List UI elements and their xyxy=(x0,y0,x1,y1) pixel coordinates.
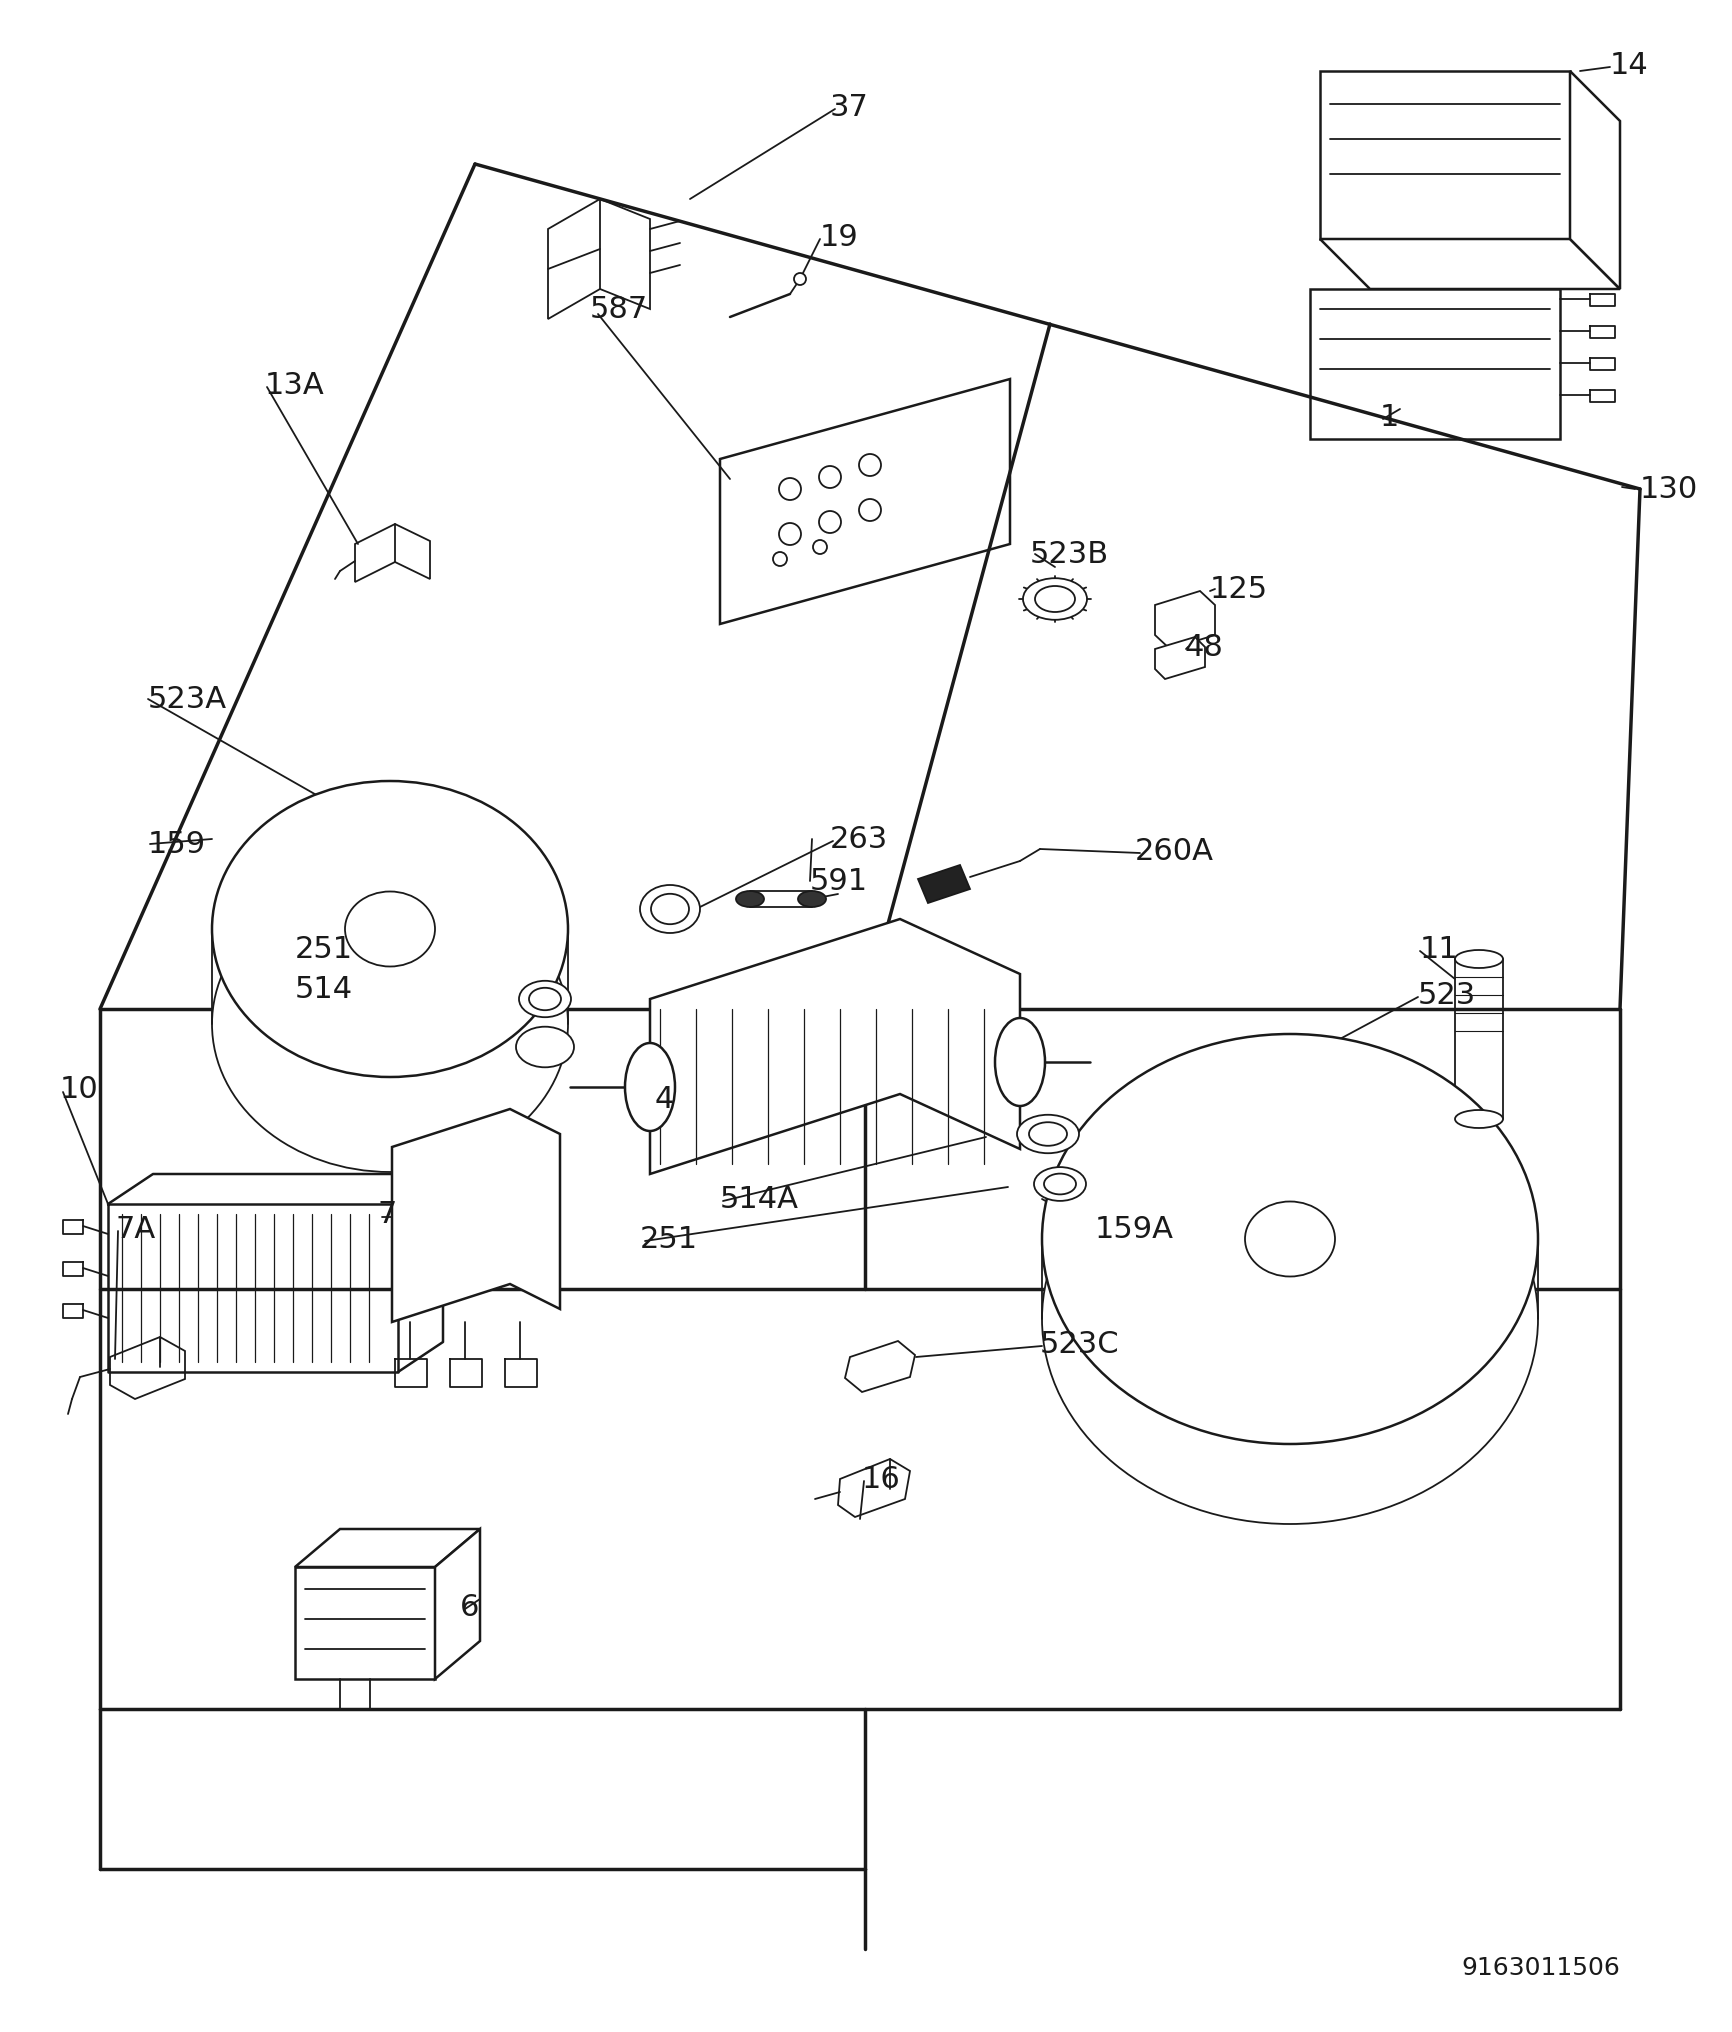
Polygon shape xyxy=(435,1530,480,1678)
Polygon shape xyxy=(918,866,970,904)
Ellipse shape xyxy=(797,892,826,908)
Polygon shape xyxy=(294,1567,435,1678)
Text: 11: 11 xyxy=(1419,935,1458,963)
Ellipse shape xyxy=(1455,951,1502,969)
Polygon shape xyxy=(845,1341,914,1392)
Text: 4: 4 xyxy=(655,1085,674,1114)
Text: 523: 523 xyxy=(1417,981,1476,1010)
Text: 523C: 523C xyxy=(1039,1329,1119,1359)
Ellipse shape xyxy=(528,988,561,1010)
Ellipse shape xyxy=(1244,1201,1334,1276)
Text: 263: 263 xyxy=(830,825,889,853)
Circle shape xyxy=(772,553,786,567)
Ellipse shape xyxy=(1017,1116,1079,1154)
Text: 159A: 159A xyxy=(1095,1215,1173,1244)
Ellipse shape xyxy=(516,1028,573,1067)
Ellipse shape xyxy=(518,981,570,1018)
Ellipse shape xyxy=(639,886,700,933)
Text: 7: 7 xyxy=(378,1201,397,1229)
Text: 587: 587 xyxy=(589,295,648,325)
Text: 16: 16 xyxy=(861,1465,901,1494)
Text: 7A: 7A xyxy=(116,1215,156,1244)
Text: 514: 514 xyxy=(294,975,353,1004)
Ellipse shape xyxy=(1043,1174,1076,1195)
Ellipse shape xyxy=(1034,1168,1086,1201)
Ellipse shape xyxy=(994,1018,1044,1107)
Text: 19: 19 xyxy=(819,224,859,252)
Polygon shape xyxy=(1320,240,1619,291)
Polygon shape xyxy=(719,380,1010,624)
Ellipse shape xyxy=(1162,1091,1218,1128)
Circle shape xyxy=(859,500,880,522)
Text: 37: 37 xyxy=(830,93,868,122)
Circle shape xyxy=(819,467,840,490)
Text: 514A: 514A xyxy=(719,1185,798,1213)
Polygon shape xyxy=(391,1109,559,1323)
Text: 523B: 523B xyxy=(1029,541,1108,569)
Text: 13A: 13A xyxy=(265,370,324,400)
Text: 1: 1 xyxy=(1379,402,1398,433)
Polygon shape xyxy=(1154,591,1214,650)
Ellipse shape xyxy=(1029,1122,1067,1146)
Text: 591: 591 xyxy=(809,868,868,896)
Ellipse shape xyxy=(211,876,568,1172)
Text: 159: 159 xyxy=(147,831,206,860)
Polygon shape xyxy=(1309,291,1559,439)
Circle shape xyxy=(819,512,840,534)
Text: 48: 48 xyxy=(1185,634,1223,662)
Ellipse shape xyxy=(1173,1097,1207,1122)
Ellipse shape xyxy=(1022,579,1086,620)
Circle shape xyxy=(859,455,880,478)
Circle shape xyxy=(779,480,800,500)
Polygon shape xyxy=(1154,638,1204,679)
Polygon shape xyxy=(1569,71,1619,291)
Circle shape xyxy=(779,524,800,547)
Ellipse shape xyxy=(1041,1034,1536,1445)
Circle shape xyxy=(793,274,805,287)
Polygon shape xyxy=(547,199,650,319)
Ellipse shape xyxy=(1455,1109,1502,1128)
Text: 6: 6 xyxy=(459,1593,480,1622)
Ellipse shape xyxy=(345,892,435,967)
Polygon shape xyxy=(838,1459,909,1518)
Ellipse shape xyxy=(625,1044,674,1132)
Text: 130: 130 xyxy=(1638,475,1697,504)
Text: 251: 251 xyxy=(294,935,353,963)
Circle shape xyxy=(812,541,826,555)
Text: 14: 14 xyxy=(1609,51,1647,79)
Text: 260A: 260A xyxy=(1134,837,1214,866)
Polygon shape xyxy=(1320,71,1569,240)
Polygon shape xyxy=(109,1337,185,1400)
Text: 10: 10 xyxy=(61,1075,99,1103)
Text: 251: 251 xyxy=(639,1225,698,1254)
Text: 523A: 523A xyxy=(147,685,227,713)
Ellipse shape xyxy=(651,894,689,925)
Ellipse shape xyxy=(1041,1114,1536,1524)
Polygon shape xyxy=(355,524,430,583)
Ellipse shape xyxy=(211,782,568,1077)
Polygon shape xyxy=(650,920,1020,1174)
Text: 9163011506: 9163011506 xyxy=(1460,1955,1619,1979)
Ellipse shape xyxy=(1034,587,1074,614)
Polygon shape xyxy=(294,1530,480,1567)
Ellipse shape xyxy=(736,892,764,908)
Text: 125: 125 xyxy=(1209,575,1268,604)
